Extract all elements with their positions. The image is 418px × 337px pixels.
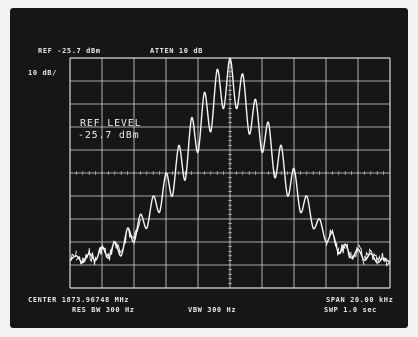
- sweep-time: SWP 1.0 sec: [324, 306, 377, 314]
- spectrum-plot: [69, 57, 391, 289]
- noise-floor-trace: [69, 219, 391, 267]
- span: SPAN 20.00 kHz: [326, 296, 394, 304]
- atten-header: ATTEN 10 dB: [150, 47, 203, 55]
- resolution-bandwidth: RES BW 300 Hz: [72, 306, 135, 314]
- ref-header: REF -25.7 dBm: [38, 47, 101, 55]
- video-bandwidth: VBW 300 Hz: [188, 306, 237, 314]
- trace-group: [69, 57, 391, 267]
- analyzer-screen: REF -25.7 dBm ATTEN 10 dB 10 dB/ REF LEV…: [10, 8, 408, 328]
- scale-label: 10 dB/: [28, 69, 57, 77]
- ref-level-label: REF LEVEL: [80, 118, 142, 129]
- center-frequency: CENTER 1873.96748 MHz: [28, 296, 130, 304]
- graticule: [69, 57, 391, 289]
- ref-level-value: -25.7 dBm: [78, 130, 140, 141]
